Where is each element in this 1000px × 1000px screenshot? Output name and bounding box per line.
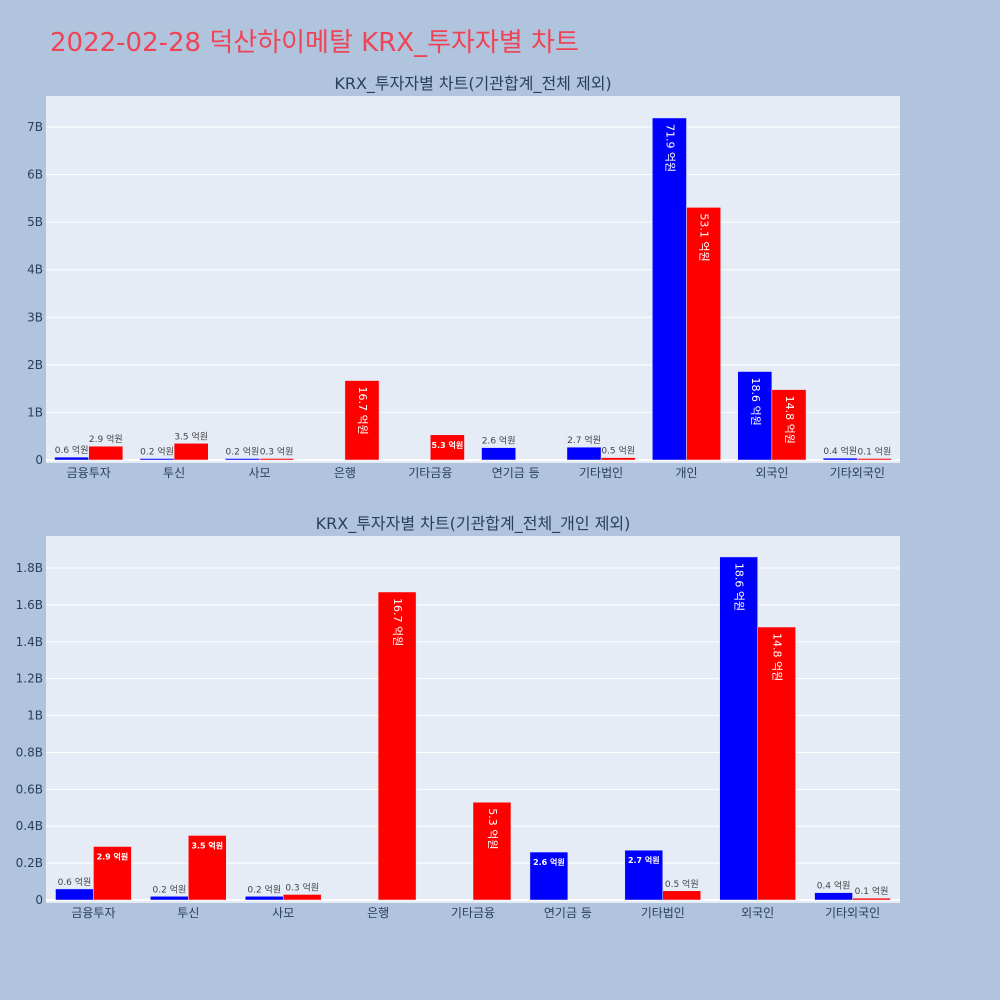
- bar: [260, 459, 294, 461]
- y-tick-label: 7B: [27, 120, 43, 134]
- data-label: 0.2 억원: [140, 446, 174, 458]
- chart-top: KRX_투자자별 차트(기관합계_전체 제외) 0 1B 2B 3B 4B 5B 6B 7B 금융…: [27, 74, 900, 480]
- bar: [567, 447, 601, 460]
- data-label: 0.5 억원: [601, 445, 635, 457]
- data-label: 0.4 억원: [817, 880, 851, 892]
- y-tick-label: 5B: [27, 215, 43, 229]
- x-tick-label: 금융투자: [71, 906, 115, 920]
- x-tick-label: 기타금융: [408, 466, 452, 480]
- data-label: 2.6 억원: [533, 857, 565, 867]
- y-tick-label: 1.6B: [16, 598, 43, 612]
- bar: [150, 896, 188, 900]
- data-label: 0.3 억원: [285, 881, 319, 893]
- x-tick-label: 사모: [272, 906, 294, 920]
- data-label: 71.9 억원: [663, 124, 676, 172]
- y-tick-label: 0: [35, 453, 43, 467]
- y-tick-label: 3B: [27, 310, 43, 324]
- data-label: 5.3 억원: [486, 808, 499, 849]
- data-label: 3.5 억원: [174, 430, 208, 442]
- bar: [140, 459, 174, 461]
- data-label: 0.3 억원: [260, 446, 294, 458]
- x-tick-label: 기타금융: [451, 906, 495, 920]
- data-label: 14.8 억원: [771, 633, 784, 681]
- x-tick-label: 금융투자: [67, 466, 111, 480]
- x-tick-label: 투신: [177, 906, 199, 920]
- bar: [823, 458, 857, 460]
- data-label: 16.7 억원: [356, 387, 369, 435]
- data-label: 14.8 억원: [783, 396, 796, 444]
- x-tick-label: 외국인: [755, 466, 788, 480]
- data-label: 5.3 억원: [432, 440, 464, 450]
- bar: [55, 889, 93, 900]
- bar: [601, 458, 635, 460]
- bar: [857, 459, 891, 461]
- y-tick-label: 2B: [27, 358, 43, 372]
- bar: [663, 891, 701, 900]
- x-tick-label: 은행: [367, 905, 389, 920]
- x-tick-label: 기타외국인: [830, 466, 885, 480]
- bar: [815, 893, 853, 900]
- x-tick-label: 은행: [334, 465, 356, 480]
- y-tick-label: 1B: [27, 405, 43, 419]
- chart-bottom: KRX_투자자별 차트(기관합계_전체_개인 제외) 0 0.2B 0.4B 0.6B 0…: [16, 514, 900, 920]
- data-label: 2.6 억원: [482, 435, 516, 447]
- data-label: 18.6 억원: [733, 563, 746, 611]
- data-label: 0.1 억원: [855, 885, 889, 897]
- data-label: 0.2 억원: [247, 883, 281, 895]
- x-tick-label: 개인: [675, 466, 697, 480]
- bar: [89, 446, 123, 460]
- chart-title: KRX_투자자별 차트(기관합계_전체_개인 제외): [316, 514, 631, 534]
- x-tick-label: 기타법인: [579, 466, 623, 480]
- bar: [55, 457, 89, 460]
- data-label: 0.6 억원: [58, 876, 92, 888]
- y-tick-label: 1.4B: [16, 635, 43, 649]
- data-label: 18.6 억원: [749, 378, 762, 426]
- x-tick-label: 연기금 등: [544, 906, 592, 920]
- bar: [853, 898, 891, 900]
- bar: [245, 896, 283, 900]
- data-label: 2.7 억원: [628, 855, 660, 865]
- data-label: 0.2 억원: [152, 883, 186, 895]
- y-tick-label: 0.4B: [16, 819, 43, 833]
- x-tick-label: 외국인: [741, 906, 774, 920]
- y-tick-label: 1.2B: [16, 672, 43, 686]
- x-tick-label: 사모: [248, 466, 270, 480]
- x-tick-label: 기타외국인: [825, 906, 880, 920]
- x-tick-label: 연기금 등: [492, 466, 540, 480]
- data-label: 53.1 억원: [698, 213, 711, 261]
- y-tick-label: 4B: [27, 263, 43, 277]
- data-label: 0.4 억원: [823, 445, 857, 457]
- y-tick-label: 0.8B: [16, 745, 43, 759]
- y-tick-label: 6B: [27, 168, 43, 182]
- data-label: 2.9 억원: [97, 852, 129, 862]
- y-tick-label: 1.8B: [16, 561, 43, 575]
- chart-title: KRX_투자자별 차트(기관합계_전체 제외): [334, 74, 611, 94]
- y-tick-label: 0.2B: [16, 856, 43, 870]
- bar: [283, 894, 321, 900]
- y-tick-label: 0.6B: [16, 782, 43, 796]
- data-label: 2.9 억원: [89, 433, 123, 445]
- x-tick-label: 투신: [163, 466, 185, 480]
- bar: [225, 459, 259, 461]
- bar: [482, 448, 516, 460]
- data-label: 16.7 억원: [391, 598, 404, 646]
- data-label: 0.6 억원: [55, 444, 89, 456]
- data-label: 2.7 억원: [567, 434, 601, 446]
- y-tick-label: 0: [35, 893, 43, 907]
- bar: [174, 443, 208, 460]
- data-label: 0.1 억원: [858, 446, 892, 458]
- data-label: 3.5 억원: [191, 840, 223, 850]
- data-label: 0.2 억원: [226, 446, 260, 458]
- y-tick-label: 1B: [27, 709, 43, 723]
- x-tick-label: 기타법인: [641, 906, 685, 920]
- data-label: 0.5 억원: [665, 878, 699, 890]
